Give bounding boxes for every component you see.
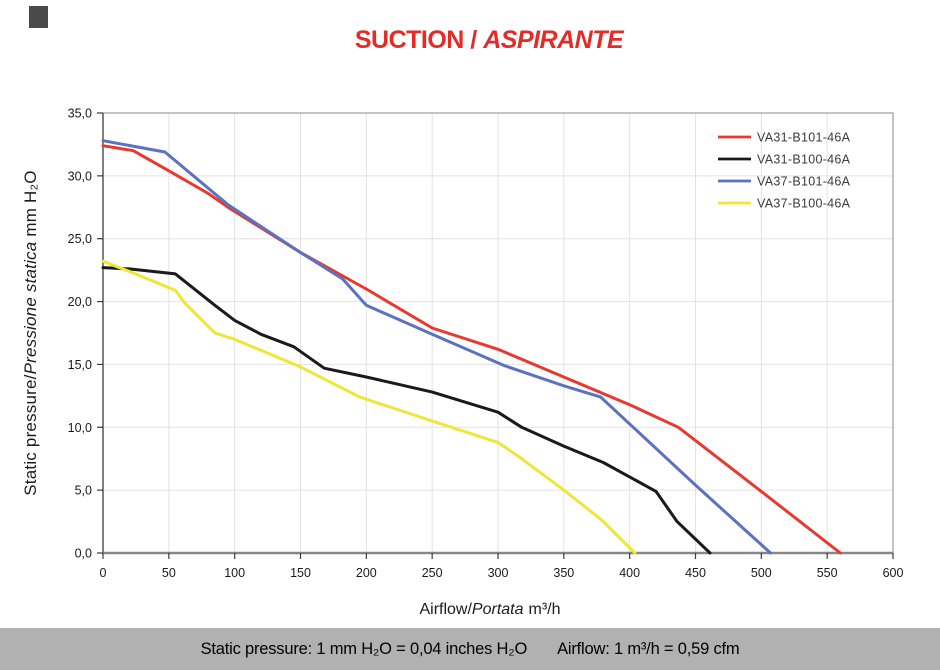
x-tick-label: 550 [817, 566, 838, 580]
y-tick-label: 10,0 [68, 421, 92, 435]
x-axis-title: Airflow/Portata m³/h [419, 601, 560, 619]
chart-title: SUCTION / ASPIRANTE [354, 26, 624, 55]
curve-VA31-B101-46A [101, 144, 842, 555]
y-tick-label: 20,0 [68, 295, 92, 309]
x-axis-title-unit: m³/h [528, 601, 561, 618]
curve-VA37-B100-46A [101, 259, 637, 555]
x-tick-label: 300 [488, 566, 509, 580]
footer-pressure-note: Static pressure: 1 mm H₂O = 0,04 inches … [200, 639, 528, 658]
y-axis-title-unit: mm H₂O [21, 170, 40, 242]
legend-label-VA31-B100-46A: VA31-B100-46A [757, 153, 851, 167]
y-tick-label: 35,0 [68, 107, 92, 121]
y-tick-label: 30,0 [68, 169, 92, 183]
x-tick-label: 400 [619, 566, 640, 580]
conversion-footer-bar: Static pressure: 1 mm H₂O = 0,04 inches … [0, 628, 940, 670]
x-tick-label: 200 [356, 566, 377, 580]
y-tick-label: 15,0 [68, 358, 92, 372]
x-axis-title-it: Portata [471, 601, 524, 618]
x-tick-label: 450 [685, 566, 706, 580]
y-tick-label: 0,0 [75, 547, 92, 561]
legend-label-VA31-B101-46A: VA31-B101-46A [757, 131, 851, 145]
chart-title-main: SUCTION / [354, 26, 477, 54]
x-tick-label: 250 [422, 566, 443, 580]
page-corner-mark [29, 6, 48, 28]
curve-VA31-B100-46A [101, 266, 712, 555]
footer-airflow-note: Airflow: 1 m³/h = 0,59 cfm [557, 639, 740, 658]
legend-label-VA37-B100-46A: VA37-B100-46A [757, 197, 851, 211]
x-tick-label: 350 [553, 566, 574, 580]
x-tick-label: 600 [883, 566, 904, 580]
legend-label-VA37-B101-46A: VA37-B101-46A [757, 175, 851, 189]
x-tick-label: 100 [224, 566, 245, 580]
curve-VA37-B101-46A [101, 139, 772, 555]
y-tick-label: 5,0 [75, 484, 92, 498]
y-axis-title: Static pressure/Pressione statica mm H₂O [21, 170, 41, 495]
y-tick-label: 25,0 [68, 232, 92, 246]
y-axis-title-it: Pressione statica [21, 241, 40, 375]
x-axis-title-en: Airflow/ [419, 601, 472, 618]
y-axis-title-en: Static pressure/ [21, 374, 40, 496]
x-tick-label: 0 [100, 566, 107, 580]
x-tick-label: 150 [290, 566, 311, 580]
x-tick-label: 500 [751, 566, 772, 580]
chart-title-italic: ASPIRANTE [483, 26, 624, 54]
x-tick-label: 50 [162, 566, 176, 580]
